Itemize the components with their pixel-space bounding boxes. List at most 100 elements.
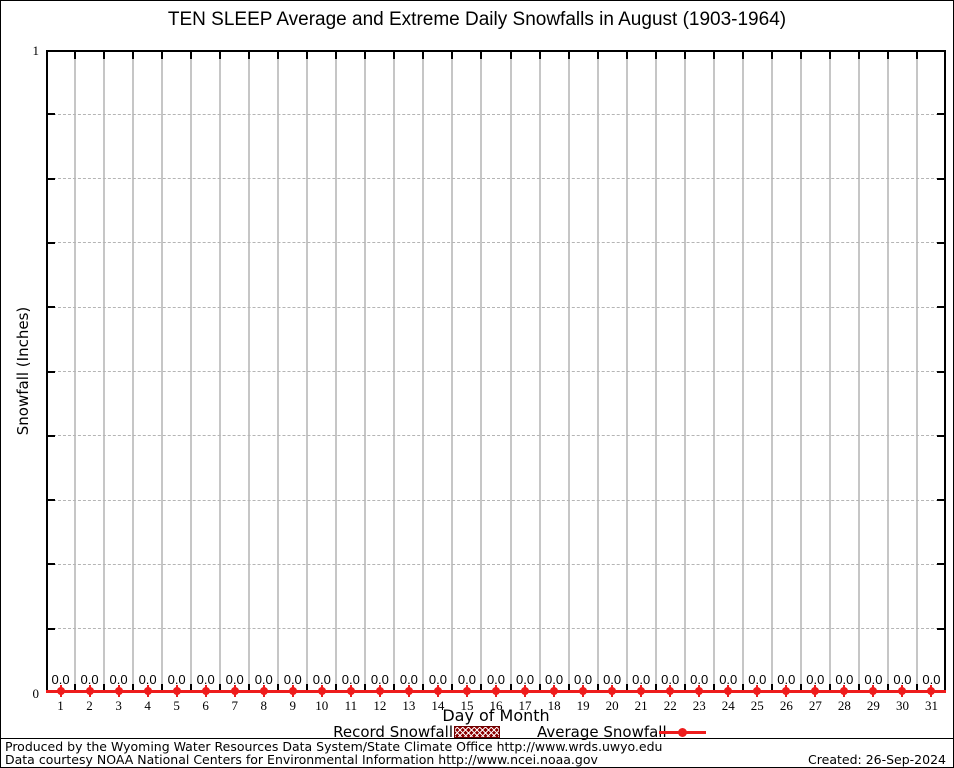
- x-tick-bottom: [161, 684, 164, 691]
- x-tick-label: 4: [144, 698, 151, 713]
- x-tick-bottom: [712, 684, 715, 691]
- value-label: 0.0: [138, 672, 157, 687]
- y-tick-left: [48, 627, 55, 630]
- x-tick-bottom: [741, 684, 744, 691]
- x-tick-label: 10: [315, 698, 329, 713]
- value-label: 0.0: [486, 672, 506, 687]
- x-tick-label: 18: [547, 698, 561, 713]
- x-tick-label: 22: [663, 698, 677, 713]
- x-tick-label: 8: [260, 698, 267, 713]
- y-tick-right: [937, 241, 944, 244]
- value-label: 0.0: [603, 672, 622, 687]
- x-tick-bottom: [451, 684, 454, 691]
- x-tick-top: [712, 52, 715, 59]
- average-snowfall-marker: [259, 687, 268, 695]
- legend-record-snowfall-swatch: [454, 726, 500, 738]
- average-snowfall-marker: [753, 687, 762, 695]
- average-snowfall-marker: [521, 687, 530, 695]
- average-snowfall-marker: [927, 687, 936, 695]
- average-snowfall-marker: [404, 687, 413, 695]
- grid-hline: [48, 435, 944, 437]
- x-tick-bottom: [654, 684, 657, 691]
- plot-border-left: [46, 50, 48, 693]
- x-tick-top: [480, 52, 483, 59]
- value-label: 0.0: [225, 672, 244, 687]
- x-tick-top: [103, 52, 106, 59]
- x-tick-label: 23: [692, 698, 706, 713]
- average-snowfall-marker: [608, 687, 617, 695]
- x-tick-top: [567, 52, 570, 59]
- x-tick-label: 30: [895, 698, 909, 713]
- x-tick-top: [857, 52, 860, 59]
- x-tick-top: [422, 52, 425, 59]
- x-tick-top: [364, 52, 367, 59]
- x-tick-bottom: [364, 684, 367, 691]
- y-tick-left: [48, 499, 55, 502]
- x-tick-label: 26: [779, 698, 793, 713]
- y-tick-left: [48, 563, 55, 566]
- plot-area: 0.0 1 0.0 2 0.0 3 0.0 4 0.0 5 0.0 6 0.0 7 0.0 8 0.0 9 0.0 1…: [46, 50, 946, 713]
- x-tick-top: [770, 52, 773, 59]
- x-tick-top: [596, 52, 599, 59]
- x-tick-label: 16: [489, 698, 503, 713]
- grid-hline: [48, 306, 944, 308]
- average-snowfall-marker: [114, 687, 123, 695]
- x-tick-top: [277, 52, 280, 59]
- x-tick-bottom: [799, 684, 802, 691]
- value-label: 0.0: [777, 672, 796, 687]
- chart-title: TEN SLEEP Average and Extreme Daily Snow…: [167, 9, 787, 30]
- x-tick-top: [915, 52, 918, 59]
- average-snowfall-marker: [637, 687, 646, 695]
- average-snowfall-marker: [201, 687, 210, 695]
- x-tick-label: 15: [460, 698, 474, 713]
- x-tick-label: 27: [808, 698, 822, 713]
- x-tick-bottom: [480, 684, 483, 691]
- x-tick-top: [509, 52, 512, 59]
- x-tick-bottom: [567, 684, 570, 691]
- value-label: 0.0: [341, 672, 360, 687]
- x-tick-label: 29: [866, 698, 880, 713]
- value-label: 0.0: [457, 672, 476, 687]
- average-snowfall-marker: [56, 687, 65, 695]
- average-snowfall-marker: [317, 687, 326, 695]
- legend-average-snowfall-label: Average Snowfall: [537, 723, 667, 741]
- value-label: 0.0: [922, 672, 941, 687]
- x-tick-bottom: [886, 684, 889, 691]
- grid-hline: [48, 628, 944, 630]
- value-label: 0.0: [254, 672, 273, 687]
- x-tick-label: 17: [518, 698, 532, 713]
- x-tick-top: [828, 52, 831, 59]
- value-label: 0.0: [690, 672, 709, 687]
- value-label: 0.0: [312, 672, 331, 687]
- x-tick-bottom: [422, 684, 425, 691]
- grid-hline: [48, 563, 944, 565]
- x-tick-label: 5: [173, 698, 180, 713]
- x-tick-top: [538, 52, 541, 59]
- x-tick-bottom: [132, 684, 135, 691]
- y-tick-left: [48, 113, 55, 116]
- x-tick-top: [132, 52, 135, 59]
- x-tick-label: 11: [344, 698, 358, 713]
- x-tick-label: 9: [289, 698, 297, 713]
- x-tick-label: 20: [605, 698, 619, 713]
- average-snowfall-marker: [579, 687, 588, 695]
- x-tick-top: [741, 52, 744, 59]
- y-tick-label-min: 0: [32, 686, 40, 701]
- average-snowfall-marker: [375, 687, 384, 695]
- value-label: 0.0: [864, 672, 883, 687]
- grid-hline: [48, 371, 944, 372]
- x-tick-bottom: [625, 684, 628, 691]
- footer-divider: [1, 738, 953, 739]
- y-tick-right: [937, 177, 944, 180]
- x-tick-label: 31: [924, 698, 938, 713]
- x-tick-bottom: [393, 684, 396, 691]
- x-tick-label: 28: [837, 698, 851, 713]
- x-tick-top: [306, 52, 309, 59]
- average-snowfall-marker: [433, 687, 442, 695]
- value-label: 0.0: [428, 672, 447, 687]
- average-snowfall-marker: [782, 687, 791, 695]
- value-label: 0.0: [370, 672, 389, 687]
- footer-credit-wrds: Produced by the Wyoming Water Resources …: [5, 739, 663, 754]
- average-snowfall-marker: [724, 687, 733, 695]
- value-label: 0.0: [167, 672, 186, 687]
